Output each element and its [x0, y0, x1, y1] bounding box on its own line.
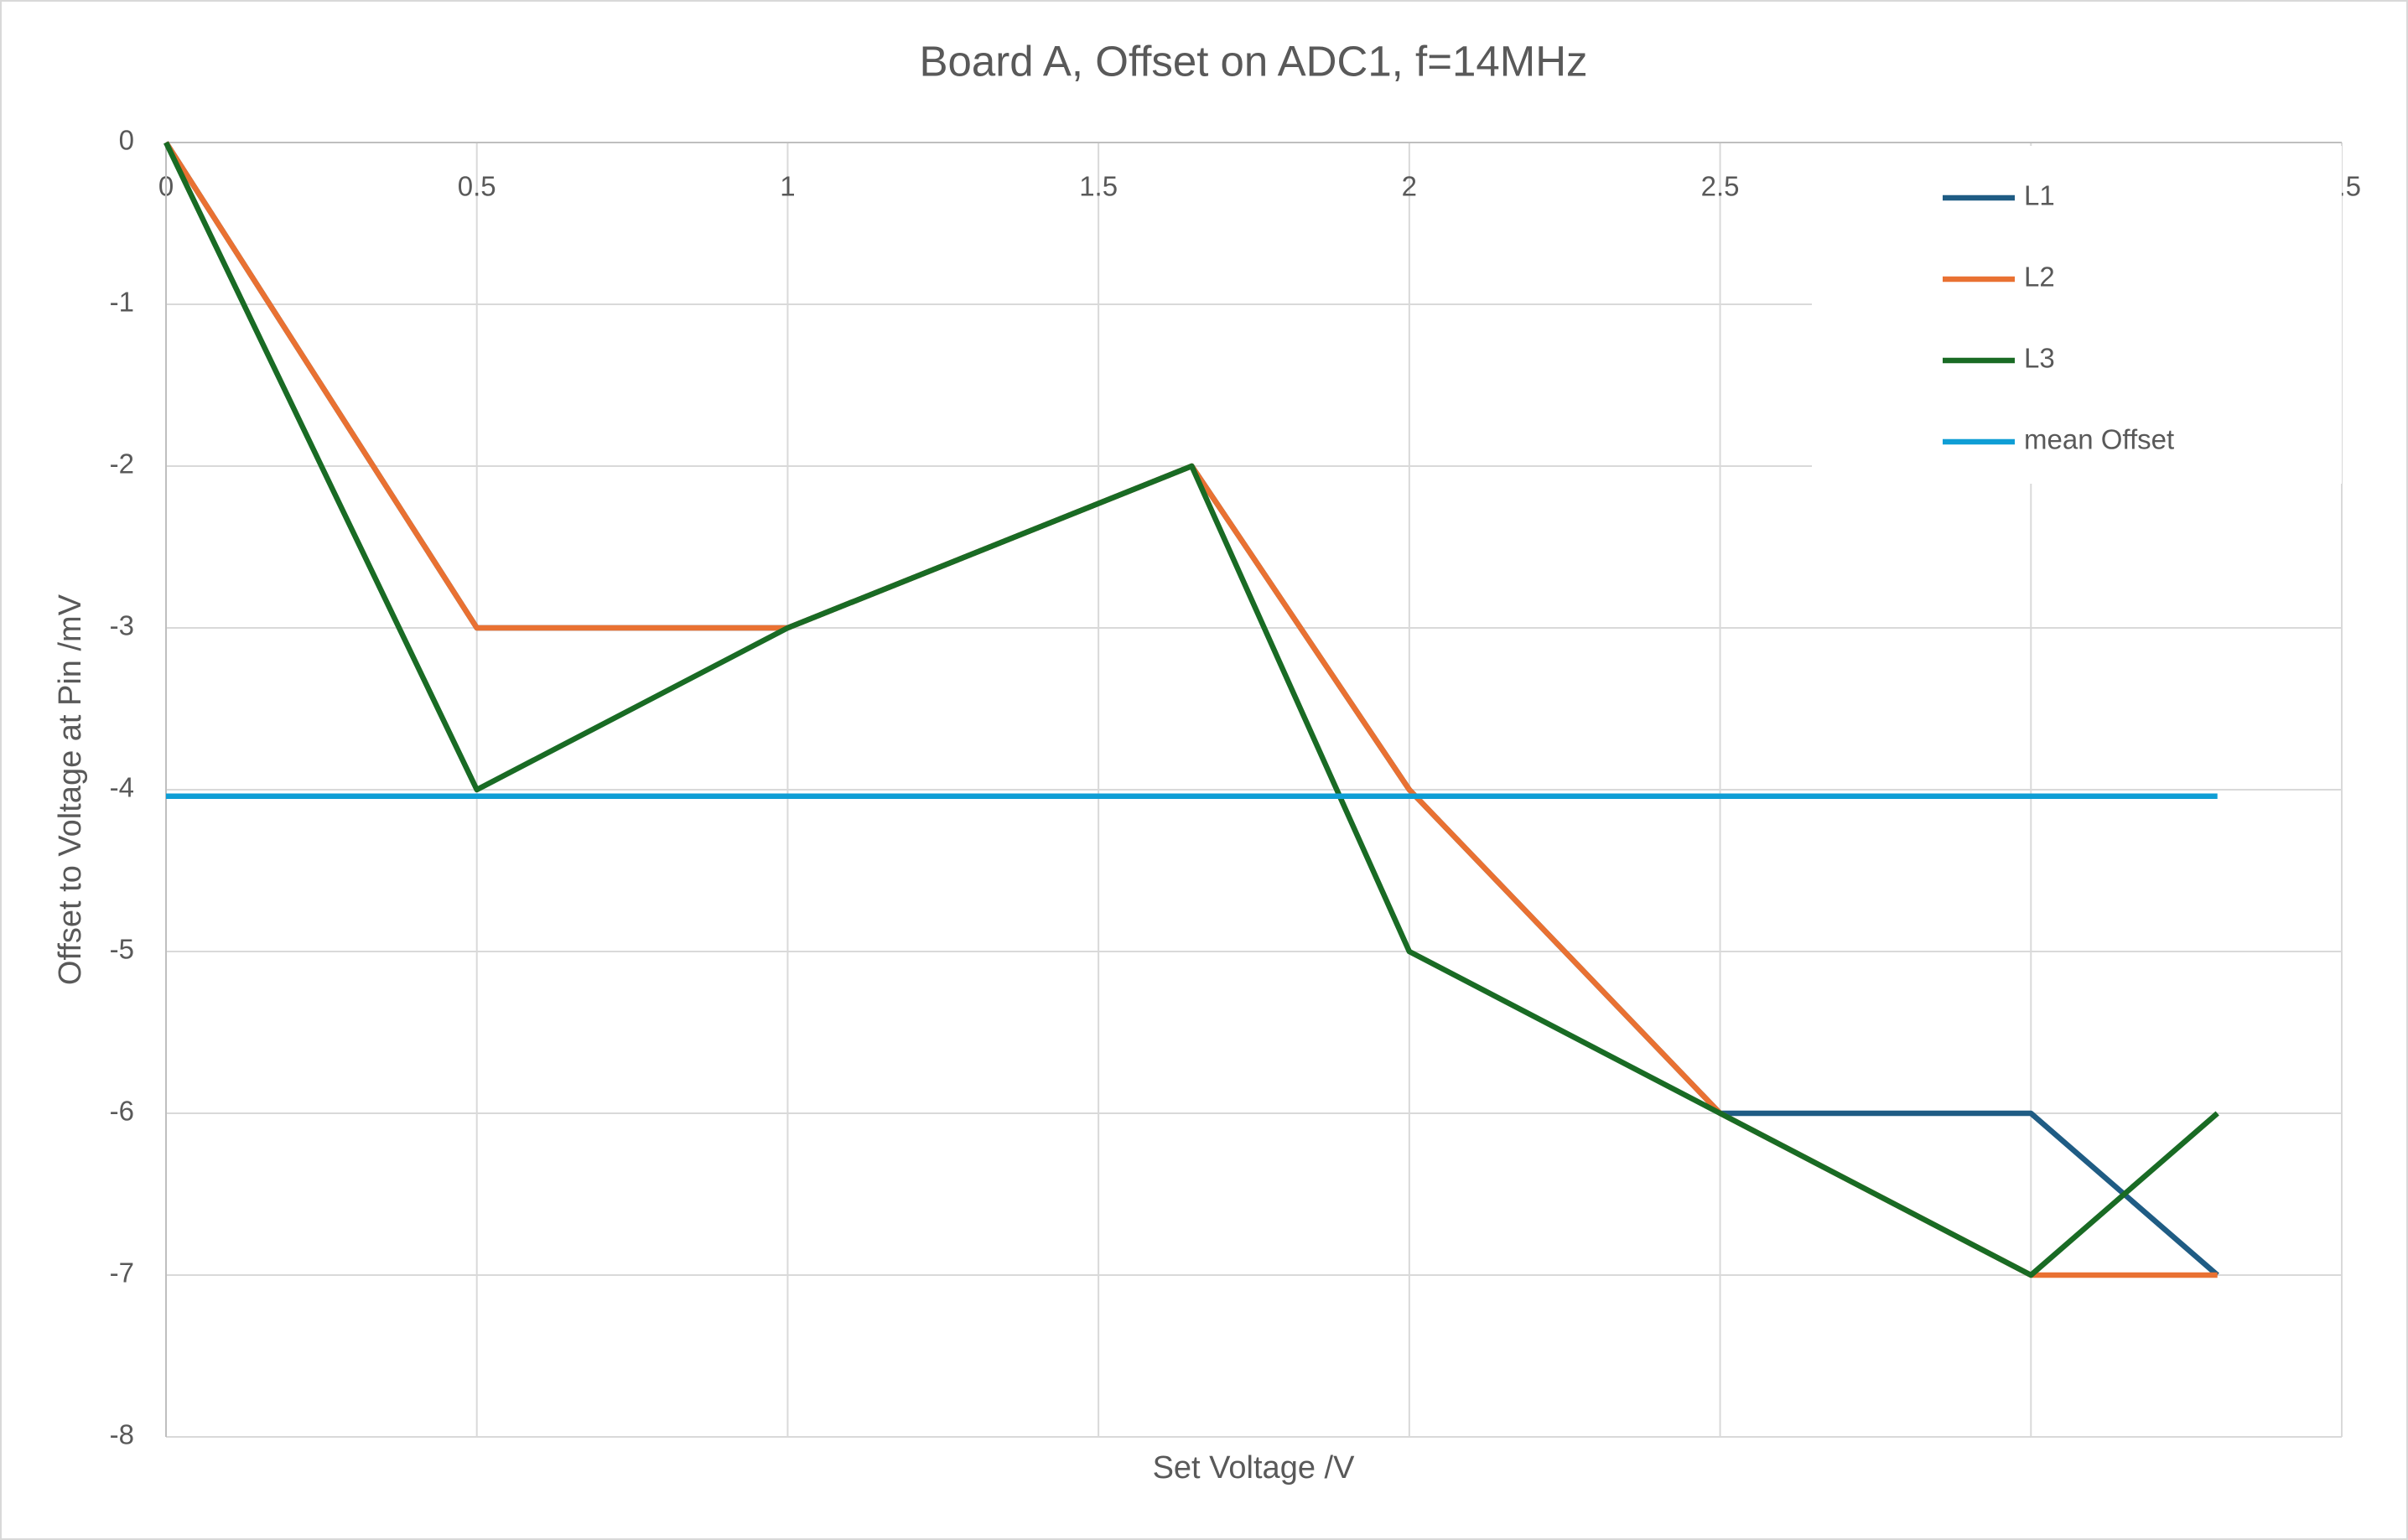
series-line: [163, 141, 2219, 1278]
y-tick-label: -1: [110, 287, 134, 318]
y-tick-label: -3: [110, 610, 134, 641]
y-tick-label: 0: [119, 125, 134, 156]
x-axis-title: Set Voltage /V: [1153, 1450, 1355, 1486]
legend-label: mean Offset: [2024, 424, 2174, 455]
legend-label: L3: [2024, 343, 2055, 374]
plot-lines: [163, 141, 2219, 1278]
y-tick-label: -8: [110, 1419, 134, 1450]
x-tick-label: 1: [780, 171, 795, 202]
chart-title: Board A, Offset on ADC1, f=14MHz: [919, 37, 1587, 85]
x-tick-label: 2: [1402, 171, 1417, 202]
y-tick-label: -7: [110, 1257, 134, 1289]
y-tick-label: -2: [110, 449, 134, 480]
x-tick-label: 1.5: [1079, 171, 1118, 202]
x-tick-label: 2.5: [1701, 171, 1740, 202]
legend-box: [1812, 146, 2342, 484]
x-tick-label: 0.5: [458, 171, 496, 202]
legend-label: L2: [2024, 262, 2055, 293]
legend: L1 L2 L3 mean Offset: [1812, 146, 2342, 484]
y-tick-label: -4: [110, 772, 134, 803]
y-axis-title: Offset to Voltage at Pin /mV: [53, 594, 88, 985]
legend-label: L1: [2024, 180, 2055, 211]
y-tick-label: -6: [110, 1096, 134, 1127]
y-tick-label: -5: [110, 934, 134, 965]
